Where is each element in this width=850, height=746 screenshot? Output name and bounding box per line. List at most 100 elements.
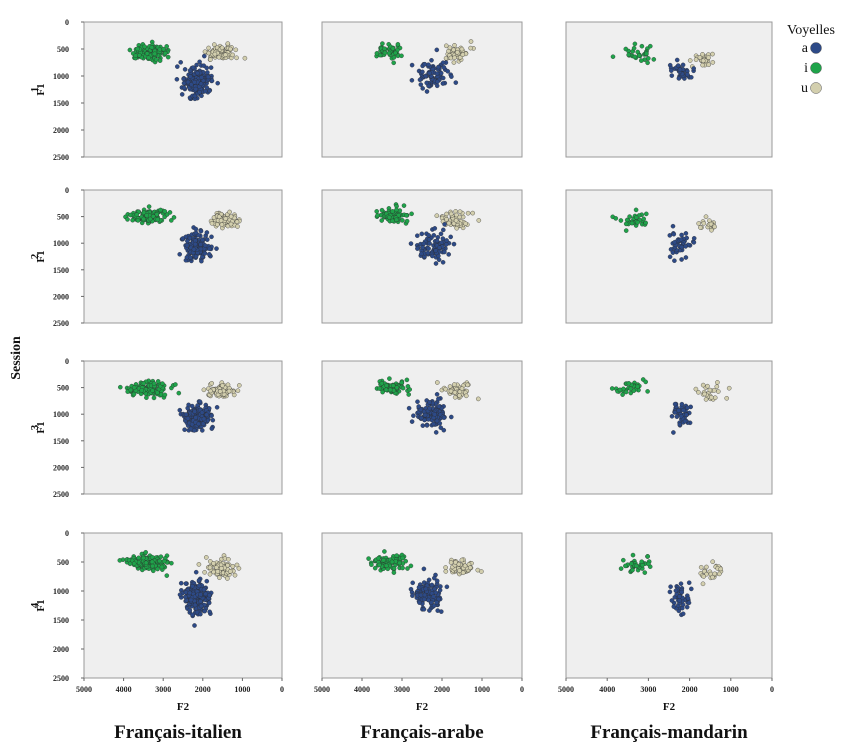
session-number-label: 3 bbox=[29, 424, 41, 430]
data-point-a bbox=[679, 232, 684, 238]
data-point-a bbox=[674, 57, 680, 63]
data-point-i bbox=[405, 384, 411, 389]
panel-background-session-4-col-0 bbox=[83, 532, 283, 679]
data-point-i bbox=[651, 57, 657, 62]
data-point-a bbox=[193, 86, 199, 92]
data-point-i bbox=[164, 44, 169, 49]
data-point-i bbox=[645, 554, 650, 559]
y-tick-label: 1000 bbox=[53, 72, 69, 81]
data-point-i bbox=[169, 218, 174, 223]
data-point-u bbox=[443, 565, 448, 570]
data-point-a bbox=[420, 86, 425, 91]
data-point-a bbox=[202, 53, 207, 59]
data-point-i bbox=[632, 54, 638, 60]
data-point-i bbox=[404, 218, 410, 224]
data-point-a bbox=[201, 416, 207, 422]
x-tick-label: 3000 bbox=[394, 685, 410, 694]
data-point-i bbox=[609, 386, 615, 391]
data-point-i bbox=[645, 60, 650, 66]
data-point-u bbox=[446, 220, 452, 226]
y-tick-label: 2000 bbox=[53, 645, 69, 654]
data-point-a bbox=[189, 403, 195, 409]
data-point-a bbox=[442, 249, 447, 255]
data-point-i bbox=[631, 45, 637, 51]
x-tick-label: 1000 bbox=[234, 685, 250, 694]
data-point-i bbox=[644, 211, 649, 217]
data-point-i bbox=[639, 58, 644, 63]
data-point-a bbox=[427, 608, 432, 613]
data-point-a bbox=[201, 587, 207, 593]
x-tick-label: 1000 bbox=[474, 685, 490, 694]
data-point-a bbox=[432, 226, 438, 231]
data-point-a bbox=[175, 64, 180, 69]
data-point-u bbox=[206, 45, 211, 51]
data-point-u bbox=[714, 384, 720, 389]
data-point-i bbox=[141, 216, 146, 222]
data-point-a bbox=[200, 428, 205, 433]
data-point-u bbox=[217, 575, 222, 580]
data-point-a bbox=[671, 231, 677, 237]
data-point-i bbox=[155, 379, 161, 384]
f2-axis-label: F2 bbox=[663, 701, 676, 713]
data-point-i bbox=[382, 50, 388, 56]
data-point-a bbox=[188, 597, 194, 603]
data-point-a bbox=[684, 412, 689, 418]
data-point-u bbox=[202, 49, 208, 54]
f2-axis-label: F2 bbox=[177, 701, 190, 713]
data-point-a bbox=[444, 584, 450, 590]
data-point-u bbox=[202, 570, 207, 575]
data-point-a bbox=[190, 612, 195, 618]
data-point-a bbox=[429, 582, 435, 588]
data-point-a bbox=[440, 60, 446, 65]
data-point-a bbox=[181, 76, 186, 82]
data-point-a bbox=[409, 62, 415, 68]
x-tick-label: 4000 bbox=[354, 685, 370, 694]
data-point-i bbox=[144, 213, 149, 218]
x-tick-label: 5000 bbox=[558, 685, 574, 694]
data-point-a bbox=[193, 226, 199, 232]
data-point-i bbox=[391, 55, 397, 60]
data-point-a bbox=[677, 594, 682, 599]
data-point-a bbox=[440, 260, 446, 265]
data-point-i bbox=[643, 379, 648, 385]
data-point-u bbox=[465, 210, 471, 216]
data-point-u bbox=[716, 389, 721, 394]
data-point-a bbox=[431, 421, 436, 427]
data-point-i bbox=[379, 207, 385, 213]
legend-label-u: u bbox=[801, 81, 808, 96]
data-point-u bbox=[710, 51, 715, 57]
data-point-u bbox=[234, 219, 240, 225]
data-point-i bbox=[143, 560, 149, 566]
data-point-u bbox=[216, 54, 222, 60]
data-point-a bbox=[434, 600, 439, 605]
data-point-a bbox=[185, 238, 190, 244]
data-point-i bbox=[623, 563, 628, 569]
data-point-i bbox=[389, 559, 395, 565]
data-point-a bbox=[421, 566, 427, 572]
data-point-a bbox=[189, 82, 194, 87]
data-point-u bbox=[715, 380, 720, 385]
data-point-a bbox=[182, 427, 187, 432]
data-point-a bbox=[409, 78, 415, 83]
data-point-i bbox=[131, 385, 137, 390]
data-point-u bbox=[703, 397, 709, 402]
data-point-a bbox=[417, 600, 422, 605]
data-point-a bbox=[196, 578, 202, 583]
data-point-i bbox=[394, 217, 399, 223]
data-point-a bbox=[198, 242, 203, 247]
data-point-a bbox=[177, 252, 182, 257]
data-point-a bbox=[198, 228, 204, 234]
data-point-a bbox=[677, 422, 683, 427]
data-point-a bbox=[453, 80, 459, 85]
data-point-u bbox=[444, 217, 449, 222]
y-tick-label: 2500 bbox=[53, 153, 69, 162]
data-point-u bbox=[228, 569, 233, 574]
data-point-a bbox=[183, 590, 189, 595]
data-point-u bbox=[698, 565, 704, 570]
data-point-a bbox=[177, 592, 183, 597]
data-point-i bbox=[151, 568, 156, 574]
data-point-a bbox=[193, 415, 198, 420]
data-point-a bbox=[204, 578, 210, 584]
legend-marker-i bbox=[810, 62, 822, 74]
data-point-a bbox=[190, 65, 196, 70]
